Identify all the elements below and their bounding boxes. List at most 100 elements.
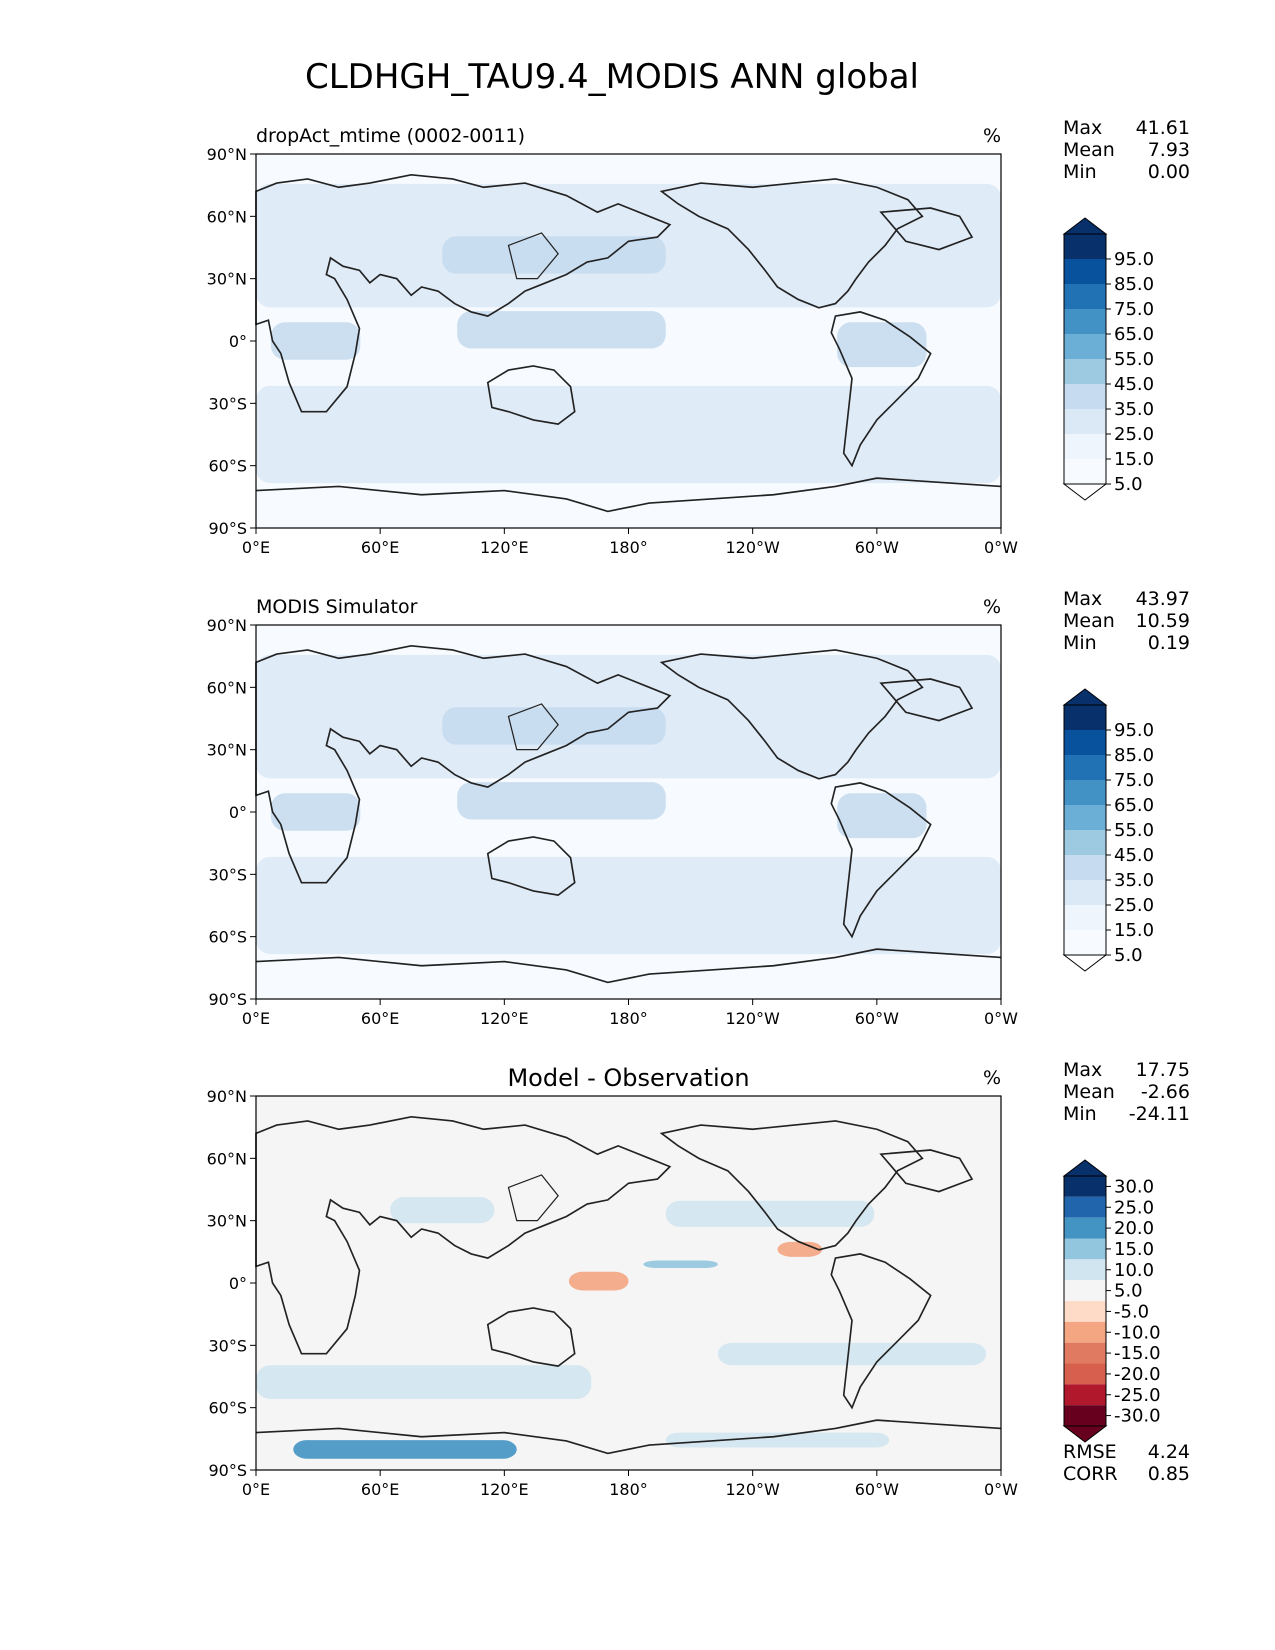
lon-tick-label: 120°E (480, 538, 529, 557)
field-patch (256, 385, 1001, 484)
colorbar-segment (1064, 1280, 1106, 1301)
panel-units: % (983, 1067, 1001, 1089)
colorbar-tick-label: 85.0 (1114, 274, 1154, 295)
field-patch (256, 856, 1001, 955)
colorbar-tick-label: 55.0 (1114, 820, 1154, 841)
lat-tick-label: 90°N (207, 145, 247, 164)
field-patch (442, 236, 666, 274)
colorbar-extend-bottom (1062, 954, 1108, 972)
lon-tick-label: 120°E (480, 1009, 529, 1028)
footer-stat-value: 0.85 (1148, 1463, 1190, 1485)
field-patch (390, 1196, 495, 1224)
stat-label: Mean (1063, 139, 1115, 161)
lon-tick-label: 0°E (242, 538, 270, 557)
colorbar-segment (1064, 1176, 1106, 1197)
stat-label: Mean (1063, 610, 1115, 632)
lon-tick-label: 180° (609, 538, 648, 557)
colorbar-segment (1064, 459, 1106, 484)
colorbar-segment (1064, 1238, 1106, 1260)
panel-ref: 90°N 60°N 30°N 0° 30°S 60°S 90°S0°E 60°E 120°E 18… (207, 588, 1190, 1028)
stat-label: Max (1063, 588, 1102, 610)
stat-value: 10.59 (1136, 610, 1190, 632)
colorbar-tick-label: -25.0 (1114, 1385, 1161, 1406)
colorbar-segment (1064, 855, 1106, 880)
lat-tick-label: 90°N (207, 616, 247, 635)
colorbar-tick-label: 75.0 (1114, 299, 1154, 320)
stat-value: 41.61 (1136, 117, 1190, 139)
colorbar-segment (1064, 1217, 1106, 1239)
stat-label: Min (1063, 632, 1097, 654)
colorbar-frame (1063, 1175, 1107, 1427)
colorbar-tick-label: -10.0 (1114, 1322, 1161, 1343)
lon-tick-label: 0°W (984, 538, 1018, 557)
colorbar-extend-bottom (1062, 1425, 1108, 1443)
colorbar-extend-top (1062, 217, 1108, 235)
colorbar-tick-label: 45.0 (1114, 845, 1154, 866)
colorbar-tick-label: -30.0 (1114, 1406, 1161, 1427)
colorbar-segment (1064, 1321, 1106, 1343)
lon-tick-label: 60°E (361, 1480, 399, 1499)
colorbar-tick-label: 10.0 (1114, 1260, 1154, 1281)
colorbar-tick-label: 35.0 (1114, 399, 1154, 420)
colorbar-segment (1064, 1363, 1106, 1385)
lat-tick-label: 60°N (207, 678, 247, 697)
panels: 90°N60°N30°N0°30°S60°S90°S0°E 60°E 120°E 18… (207, 117, 1190, 1499)
colorbar-extend-top (1062, 688, 1108, 706)
lat-tick-label: 30°N (207, 1212, 247, 1231)
figure-title: CLDHGH_TAU9.4_MODIS ANN global (305, 57, 919, 97)
colorbar-segment (1064, 905, 1106, 930)
field-patch (665, 1432, 890, 1448)
lat-tick-label: 30°S (208, 1336, 247, 1355)
footer-stat-label: CORR (1063, 1463, 1118, 1485)
colorbar-tick-label: 15.0 (1114, 1239, 1154, 1260)
lat-tick-label: 60°S (208, 1399, 247, 1418)
colorbar-tick-label: 55.0 (1114, 349, 1154, 370)
colorbar-tick-label: 25.0 (1114, 895, 1154, 916)
lat-tick-label: 90°S (208, 990, 247, 1009)
lon-tick-label: 0°E (242, 1480, 270, 1499)
lat-tick-label: 30°S (208, 865, 247, 884)
stat-label: Min (1063, 161, 1097, 183)
lat-tick-label: 30°S (208, 394, 247, 413)
stat-value: -24.11 (1129, 1103, 1190, 1125)
field-patch (270, 793, 361, 831)
lon-tick-label: 120°W (725, 1480, 780, 1499)
footer-stat-value: 4.24 (1148, 1441, 1190, 1463)
colorbar-extend-top (1062, 1159, 1108, 1177)
colorbar-segment (1064, 1196, 1106, 1218)
colorbar-segment (1064, 284, 1106, 309)
field-patch (293, 1440, 517, 1459)
stat-value: 7.93 (1148, 139, 1190, 161)
colorbar-tick-label: 5.0 (1114, 474, 1143, 495)
field-patch (717, 1342, 987, 1366)
lon-tick-label: 60°E (361, 538, 399, 557)
colorbar-tick-label: 85.0 (1114, 745, 1154, 766)
stat-value: 0.19 (1148, 632, 1190, 654)
lon-tick-label: 180° (609, 1480, 648, 1499)
field-patch (777, 1241, 823, 1257)
colorbar-segment (1064, 1384, 1106, 1406)
stat-value: 17.75 (1136, 1059, 1190, 1081)
stat-value: 0.00 (1148, 161, 1190, 183)
colorbar-tick-label: 5.0 (1114, 1281, 1143, 1302)
lat-tick-label: 30°N (207, 270, 247, 289)
field-patch (837, 793, 927, 839)
lat-tick-label: 90°N (207, 1087, 247, 1106)
lon-tick-label: 60°W (855, 538, 899, 557)
lon-tick-label: 180° (609, 1009, 648, 1028)
lat-tick-label: 60°S (208, 457, 247, 476)
colorbar-tick-label: 65.0 (1114, 795, 1154, 816)
colorbar-tick-label: 15.0 (1114, 449, 1154, 470)
colorbar-tick-label: -20.0 (1114, 1364, 1161, 1385)
lon-tick-label: 0°W (984, 1480, 1018, 1499)
field-patch (457, 311, 666, 349)
panel-left-title: MODIS Simulator (256, 596, 418, 618)
colorbar-segment (1064, 1301, 1106, 1322)
colorbar-tick-label: 5.0 (1114, 945, 1143, 966)
colorbar-segment (1064, 705, 1106, 730)
colorbar-segment (1064, 730, 1106, 755)
stat-label: Max (1063, 1059, 1102, 1081)
lon-tick-label: 0°W (984, 1009, 1018, 1028)
stat-value: 43.97 (1136, 588, 1190, 610)
colorbar-segment (1064, 309, 1106, 334)
